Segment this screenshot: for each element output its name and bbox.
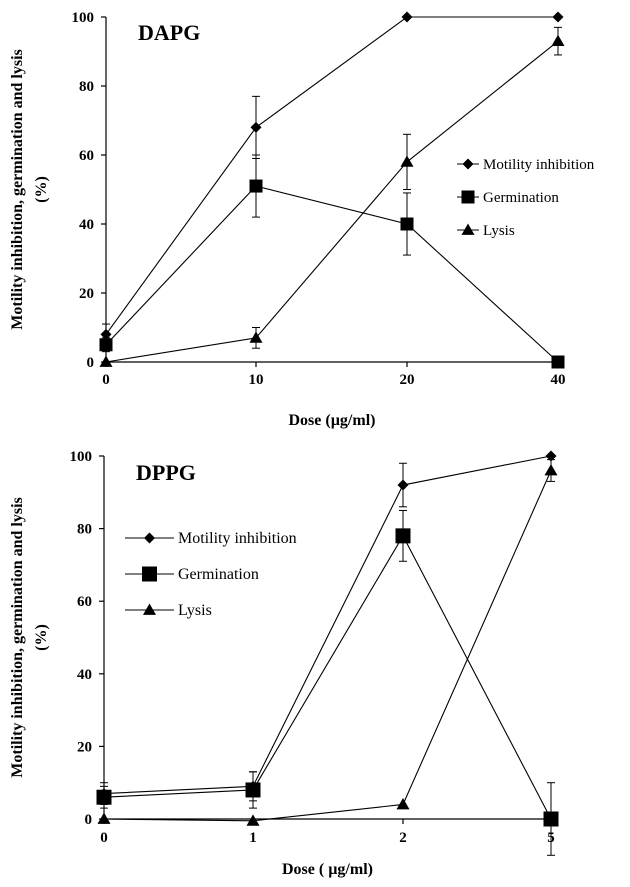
series-line xyxy=(105,40,559,363)
y-tick-label: 0 xyxy=(87,355,95,371)
x-axis-label: Dose ( µg/ml) xyxy=(282,861,373,878)
y-axis-label: Motility inhibition, germination and lys… xyxy=(9,49,26,329)
legend-marker xyxy=(461,223,475,235)
x-tick-label: 20 xyxy=(400,372,415,388)
x-tick-label: 10 xyxy=(249,372,264,388)
legend-marker xyxy=(143,603,156,615)
y-tick-label: 40 xyxy=(79,217,94,233)
y-tick-label: 20 xyxy=(79,286,94,302)
series-line xyxy=(103,534,552,820)
chart-dppg: 0204060801000125DPPGDose ( µg/ml)Motilit… xyxy=(9,449,559,878)
chart-dapg: 0 20 40 60 80 100 0 10 20 40 DAPG Dose (µg/ml) Motil… xyxy=(9,10,595,429)
data-point xyxy=(397,479,409,491)
legend-label: Lysis xyxy=(178,602,212,619)
y-tick-label: 100 xyxy=(70,449,93,465)
data-point xyxy=(99,338,113,352)
legend-label: Lysis xyxy=(483,223,515,239)
data-point xyxy=(396,797,410,810)
series-line xyxy=(103,455,552,795)
y-axis-label-unit: (%) xyxy=(33,624,50,651)
legend-label: Germination xyxy=(483,190,559,206)
data-point xyxy=(395,528,411,544)
series-line xyxy=(103,470,552,822)
data-point xyxy=(249,179,263,193)
data-point xyxy=(246,814,260,826)
chart-title: DPPG xyxy=(136,460,196,485)
y-axis-label: Motility inhibition, germination and lys… xyxy=(9,497,26,777)
series-line xyxy=(105,16,558,335)
y-tick-label: 40 xyxy=(77,667,92,683)
legend-label: Motility inhibition xyxy=(483,157,595,173)
data-point xyxy=(97,812,111,824)
data-point xyxy=(250,121,262,133)
y-axis-label-unit: (%) xyxy=(33,176,50,203)
data-point xyxy=(99,355,113,367)
legend-label: Motility inhibition xyxy=(178,530,297,547)
data-point xyxy=(249,331,263,343)
legend-marker xyxy=(144,532,155,544)
y-tick-label: 20 xyxy=(77,739,92,755)
data-point xyxy=(100,328,112,340)
x-axis-label: Dose (µg/ml) xyxy=(289,412,376,429)
x-tick-label: 0 xyxy=(100,830,108,846)
legend-label: Germination xyxy=(178,566,259,583)
legend-marker xyxy=(142,566,157,582)
x-tick-label: 2 xyxy=(399,830,407,846)
y-tick-label: 60 xyxy=(77,594,92,610)
y-tick-label: 80 xyxy=(77,522,92,538)
y-tick-label: 60 xyxy=(79,148,94,164)
data-point xyxy=(245,782,261,798)
legend-marker xyxy=(462,158,474,170)
data-point xyxy=(96,789,112,805)
series-line xyxy=(105,185,559,363)
x-tick-label: 0 xyxy=(102,372,110,388)
data-point xyxy=(400,155,414,167)
legend-marker xyxy=(461,190,475,204)
y-tick-label: 100 xyxy=(72,10,95,26)
y-tick-label: 0 xyxy=(85,812,93,828)
data-point xyxy=(551,34,565,47)
x-tick-label: 40 xyxy=(551,372,566,388)
chart-title: DAPG xyxy=(138,20,200,45)
y-tick-label: 80 xyxy=(79,79,94,95)
data-point xyxy=(401,11,413,23)
data-point xyxy=(551,355,565,369)
data-point xyxy=(400,217,414,231)
data-point xyxy=(545,450,557,462)
data-point xyxy=(543,811,559,827)
data-point xyxy=(552,11,564,23)
data-point xyxy=(544,464,558,476)
x-tick-label: 1 xyxy=(249,830,257,846)
